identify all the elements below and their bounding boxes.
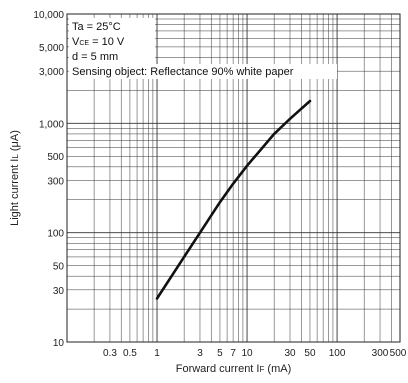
x-tick-label: 10 <box>241 348 253 359</box>
legend: Ta = 25°C VCE = 10 V d = 5 mm Sensing objec… <box>69 18 337 79</box>
x-tick-label: 300 <box>372 348 389 359</box>
y-tick-label: 5,000 <box>39 43 64 54</box>
x-tick-label: 0.5 <box>123 348 137 359</box>
y-tick-label: 50 <box>53 262 65 273</box>
x-tick-label: 500 <box>390 348 407 359</box>
x-tick-label: 1 <box>154 348 160 359</box>
legend-line: VCE = 10 V <box>72 36 125 48</box>
x-tick-label: 3 <box>197 348 203 359</box>
legend-line: Sensing object: Reflectance 90% white pa… <box>72 66 294 78</box>
y-tick-label: 3,000 <box>39 67 64 78</box>
y-axis-label: Light current IL (μA) <box>9 130 21 226</box>
x-tick-label: 30 <box>284 348 296 359</box>
y-tick-label: 300 <box>47 177 64 188</box>
series-group <box>155 99 312 300</box>
y-tick-labels: 10 30 50 100 300 500 1,000 3,000 5,000 10,000 <box>33 10 64 349</box>
x-tick-label: 7 <box>230 348 236 359</box>
x-tick-label: 100 <box>329 348 346 359</box>
legend-line: Ta = 25°C <box>72 21 121 33</box>
series-line <box>155 99 312 300</box>
x-tick-label: 0.3 <box>103 348 117 359</box>
x-tick-label: 5 <box>217 348 223 359</box>
y-tick-label: 1,000 <box>39 119 64 130</box>
y-tick-label: 100 <box>47 229 64 240</box>
legend-background-wide <box>69 64 337 79</box>
y-tick-label: 10,000 <box>33 10 64 21</box>
y-tick-label: 500 <box>47 152 64 163</box>
x-axis-label: Forward current IF (mA) <box>176 363 292 375</box>
x-tick-labels: 0.3 0.5 1 3 5 7 10 30 50 100 300 500 <box>103 348 407 359</box>
legend-line: d = 5 mm <box>72 51 118 63</box>
y-tick-label: 10 <box>53 338 65 349</box>
plot-frame <box>66 13 401 343</box>
legend-background <box>69 18 155 65</box>
x-tick-label: 50 <box>304 348 316 359</box>
y-tick-label: 30 <box>53 286 65 297</box>
